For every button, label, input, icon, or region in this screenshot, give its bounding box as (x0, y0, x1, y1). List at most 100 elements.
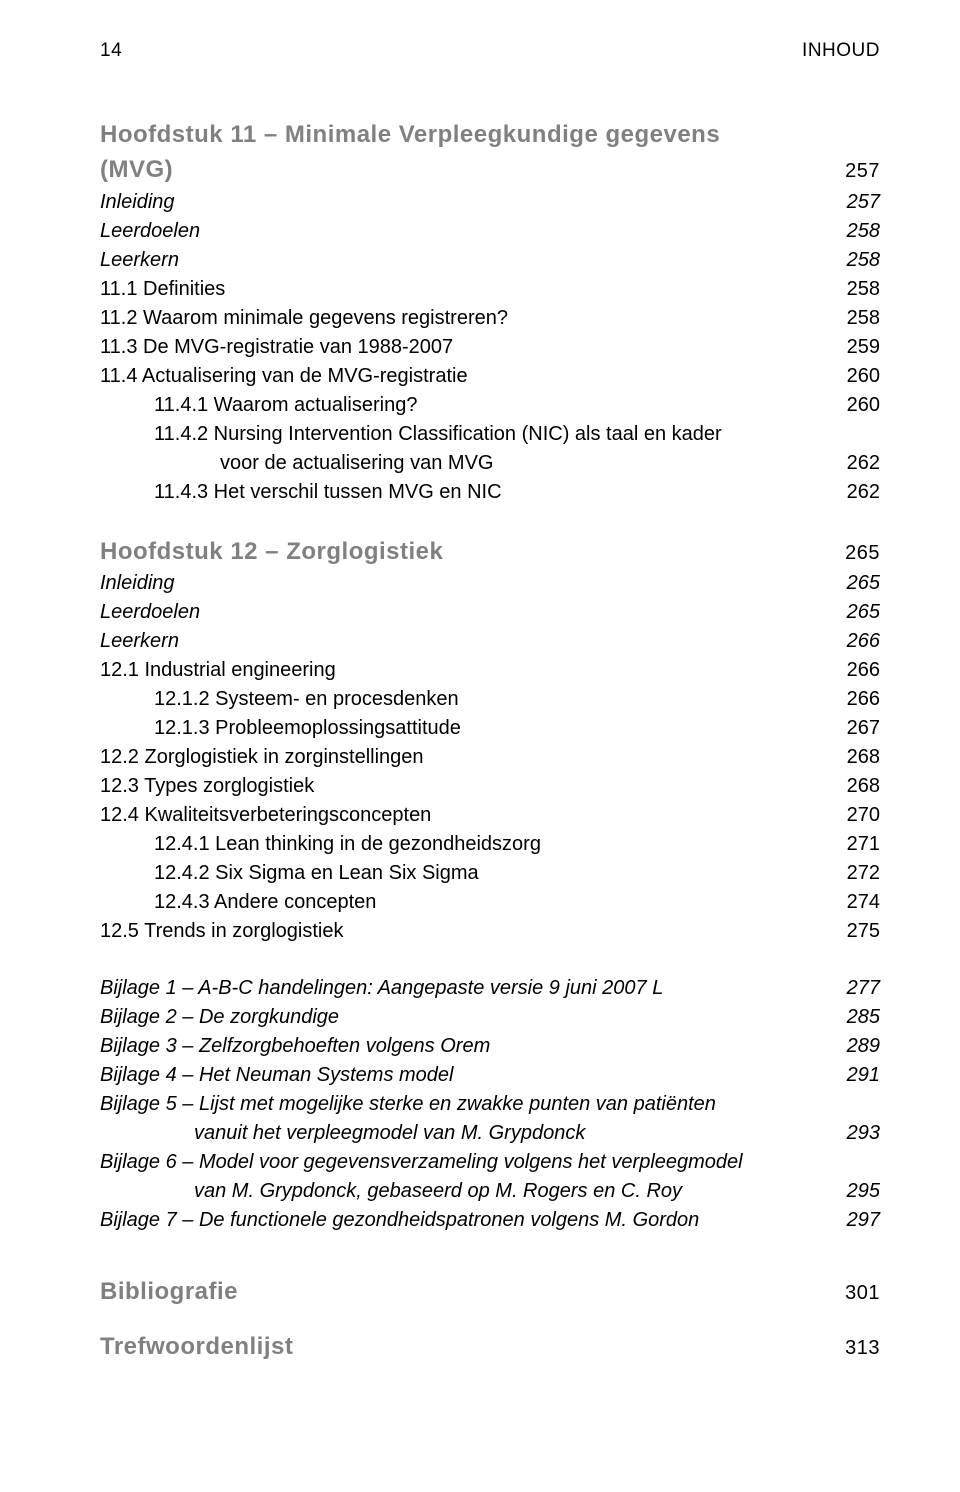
toc-label: 12.4 Kwaliteitsverbeteringsconcepten (100, 801, 830, 830)
chapter-11-block: Hoofdstuk 11 – Minimale Verpleegkundige … (100, 118, 880, 507)
toc-label: Inleiding (100, 188, 830, 217)
bibliografie: Bibliografie 301 (100, 1275, 880, 1310)
page-ref: 271 (830, 830, 880, 859)
page-ref: 266 (830, 656, 880, 685)
page-ref: 265 (830, 569, 880, 598)
toc-label: 11.4.2 Nursing Intervention Classificati… (100, 420, 880, 449)
toc-label: 12.5 Trends in zorglogistiek (100, 917, 830, 946)
toc-entry: 11.4.1 Waarom actualisering? 260 (100, 391, 880, 420)
toc-entry: 12.3 Types zorglogistiek 268 (100, 772, 880, 801)
page-ref: 265 (830, 598, 880, 627)
page-ref: 295 (830, 1177, 880, 1206)
toc-label: 12.3 Types zorglogistiek (100, 772, 830, 801)
toc-entry: 11.4 Actualisering van de MVG-registrati… (100, 362, 880, 391)
page-ref: 267 (830, 714, 880, 743)
toc-label: Bijlage 3 – Zelfzorgbehoeften volgens Or… (100, 1032, 830, 1061)
page-ref: 262 (830, 449, 880, 478)
page-ref: 285 (830, 1003, 880, 1032)
toc-label-cont: van M. Grypdonck, gebaseerd op M. Rogers… (100, 1177, 830, 1206)
toc-entry: Bijlage 6 – Model voor gegevensverzameli… (100, 1148, 880, 1177)
toc-entry: Bijlage 1 – A-B-C handelingen: Aangepast… (100, 974, 880, 1003)
toc-entry: Inleiding 257 (100, 188, 880, 217)
toc-label: 12.1.2 Systeem- en procesdenken (100, 685, 830, 714)
running-head: INHOUD (802, 40, 880, 62)
toc-label: Bijlage 4 – Het Neuman Systems model (100, 1061, 830, 1090)
toc-entry: 11.1 Definities 258 (100, 275, 880, 304)
toc-label: 12.1 Industrial engineering (100, 656, 830, 685)
page-ref: 260 (830, 391, 880, 420)
page-ref: 274 (830, 888, 880, 917)
toc-label: Bijlage 7 – De functionele gezondheidspa… (100, 1206, 830, 1235)
toc-label: 11.4.1 Waarom actualisering? (100, 391, 830, 420)
toc-entry: Leerdoelen 258 (100, 217, 880, 246)
toc-entry: 11.4.2 Nursing Intervention Classificati… (100, 420, 880, 449)
toc-entry: 12.1.2 Systeem- en procesdenken 266 (100, 685, 880, 714)
page-ref: 258 (830, 217, 880, 246)
page-ref: 260 (830, 362, 880, 391)
page-ref: 258 (830, 246, 880, 275)
toc-entry: 11.3 De MVG-registratie van 1988-2007 25… (100, 333, 880, 362)
toc-label: Leerkern (100, 627, 830, 656)
toc-entry: 12.4.3 Andere concepten 274 (100, 888, 880, 917)
page-header: 14 INHOUD (100, 40, 880, 62)
toc-entry: 11.2 Waarom minimale gegevens registrere… (100, 304, 880, 333)
page-ref: 297 (830, 1206, 880, 1235)
trefwoordenlijst: Trefwoordenlijst 313 (100, 1330, 880, 1365)
toc-entry: Leerkern 266 (100, 627, 880, 656)
toc-label: Leerkern (100, 246, 830, 275)
page-ref: 272 (830, 859, 880, 888)
page-ref: 257 (830, 157, 880, 186)
toc-entry: Bijlage 4 – Het Neuman Systems model 291 (100, 1061, 880, 1090)
toc-entry: 12.2 Zorglogistiek in zorginstellingen 2… (100, 743, 880, 772)
toc-entry: 12.4.1 Lean thinking in de gezondheidszo… (100, 830, 880, 859)
toc-entry: van M. Grypdonck, gebaseerd op M. Rogers… (100, 1177, 880, 1206)
toc-label: 12.4.2 Six Sigma en Lean Six Sigma (100, 859, 830, 888)
page-ref: 259 (830, 333, 880, 362)
bijlagen-block: Bijlage 1 – A-B-C handelingen: Aangepast… (100, 974, 880, 1235)
toc-label: 12.4.1 Lean thinking in de gezondheidszo… (100, 830, 830, 859)
page-ref: 266 (830, 627, 880, 656)
trefwoordenlijst-label: Trefwoordenlijst (100, 1330, 830, 1365)
toc-label: 11.2 Waarom minimale gegevens registrere… (100, 304, 830, 333)
page-ref: 266 (830, 685, 880, 714)
toc-entry: Inleiding 265 (100, 569, 880, 598)
toc-label: Bijlage 1 – A-B-C handelingen: Aangepast… (100, 974, 830, 1003)
toc-entry: 12.4 Kwaliteitsverbeteringsconcepten 270 (100, 801, 880, 830)
toc-label: 12.2 Zorglogistiek in zorginstellingen (100, 743, 830, 772)
page-ref: 293 (830, 1119, 880, 1148)
page-ref: 258 (830, 275, 880, 304)
toc-label-cont: vanuit het verpleegmodel van M. Grypdonc… (100, 1119, 830, 1148)
toc-label: 12.4.3 Andere concepten (100, 888, 830, 917)
page-ref: 262 (830, 478, 880, 507)
chapter-title-text: Hoofdstuk 11 – Minimale Verpleegkundige … (100, 118, 880, 153)
bibliografie-label: Bibliografie (100, 1275, 830, 1310)
toc-label: Inleiding (100, 569, 830, 598)
toc-entry: 12.1.3 Probleemoplossingsattitude 267 (100, 714, 880, 743)
page-ref: 270 (830, 801, 880, 830)
chapter-11-title-line2: (MVG) 257 (100, 153, 880, 188)
page-number: 14 (100, 40, 122, 62)
toc-entry: Bijlage 7 – De functionele gezondheidspa… (100, 1206, 880, 1235)
toc-entry: voor de actualisering van MVG 262 (100, 449, 880, 478)
toc-entry: 11.4.3 Het verschil tussen MVG en NIC 26… (100, 478, 880, 507)
page-ref: 268 (830, 772, 880, 801)
toc-entry: Bijlage 5 – Lijst met mogelijke sterke e… (100, 1090, 880, 1119)
toc-entry: 12.5 Trends in zorglogistiek 275 (100, 917, 880, 946)
toc-label: 11.1 Definities (100, 275, 830, 304)
toc-entry: 12.4.2 Six Sigma en Lean Six Sigma 272 (100, 859, 880, 888)
toc-label: Bijlage 5 – Lijst met mogelijke sterke e… (100, 1090, 880, 1119)
page-ref: 275 (830, 917, 880, 946)
toc-label: 12.1.3 Probleemoplossingsattitude (100, 714, 830, 743)
page-ref: 301 (830, 1279, 880, 1308)
page-ref: 257 (830, 188, 880, 217)
toc-label: Leerdoelen (100, 217, 830, 246)
toc-entry: Bijlage 3 – Zelfzorgbehoeften volgens Or… (100, 1032, 880, 1061)
toc-label: Bijlage 6 – Model voor gegevensverzameli… (100, 1148, 880, 1177)
page-ref: 291 (830, 1061, 880, 1090)
chapter-title-text: Hoofdstuk 12 – Zorglogistiek (100, 535, 830, 570)
toc-entry: 12.1 Industrial engineering 266 (100, 656, 880, 685)
page-ref: 313 (830, 1334, 880, 1363)
toc-label: Bijlage 2 – De zorgkundige (100, 1003, 830, 1032)
toc-label: 11.4 Actualisering van de MVG-registrati… (100, 362, 830, 391)
page-ref: 277 (830, 974, 880, 1003)
